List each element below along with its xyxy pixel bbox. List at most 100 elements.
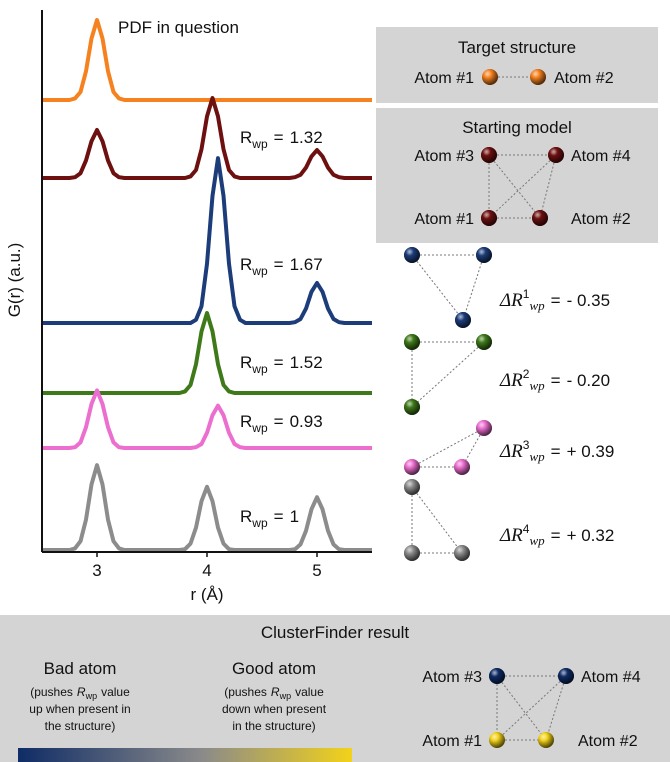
atom-shade — [404, 334, 420, 350]
atom-shade — [404, 459, 420, 475]
atom-shade — [482, 69, 498, 85]
rwp-equals: = — [274, 507, 284, 526]
pdf-curve — [42, 18, 372, 102]
rwp-subscript: wp — [251, 516, 268, 530]
rwp-symbol: R — [240, 507, 252, 526]
series-name: PDF in question — [118, 18, 239, 37]
atom-shade — [476, 420, 492, 436]
delta-equals: = — [551, 371, 561, 390]
atom-label: Atom #1 — [414, 211, 474, 228]
rwp-label: Rwp = 1.52 — [240, 353, 323, 376]
rwp-value: 1.52 — [290, 353, 323, 372]
bond — [539, 154, 557, 219]
bond — [496, 675, 547, 741]
delta-rwp-label: ΔR3wp = + 0.39 — [499, 438, 614, 464]
target-title: Target structure — [458, 38, 576, 57]
delta-equals: = — [551, 291, 561, 310]
pdf-curve — [42, 156, 372, 325]
result-panel — [0, 615, 670, 762]
atom-label: Atom #3 — [422, 669, 482, 686]
atom-shade — [404, 545, 420, 561]
rwp-subscript: wp — [251, 264, 268, 278]
delta-value: + 0.32 — [567, 526, 615, 545]
delta-superscript: 4 — [523, 522, 530, 536]
delta-subscript: wp — [529, 298, 545, 313]
atom-shade — [530, 69, 546, 85]
bond — [488, 154, 541, 219]
delta-rwp-label: ΔR4wp = + 0.32 — [499, 522, 614, 548]
atom-shade — [532, 210, 548, 226]
x-axis-label: r (Å) — [190, 585, 223, 604]
atom-label: Atom #1 — [414, 70, 474, 87]
rwp-value: 0.93 — [290, 412, 323, 431]
atom-label: Atom #1 — [422, 733, 482, 750]
rwp-value: 1 — [290, 507, 299, 526]
note-line: (pushes Rwp value — [30, 685, 130, 701]
atom-label: Atom #2 — [578, 733, 638, 750]
delta-symbol: ΔR — [499, 441, 523, 462]
note-lead: (pushes — [224, 685, 267, 699]
x-tick-label: 5 — [312, 561, 321, 580]
atom-shade — [489, 668, 505, 684]
delta-superscript: 1 — [523, 287, 530, 301]
atom-shade — [476, 247, 492, 263]
delta-subscript: wp — [529, 449, 545, 464]
rwp-label: Rwp = 1 — [240, 507, 299, 530]
atom-label: Atom #2 — [554, 70, 614, 87]
atom-label: Atom #4 — [571, 148, 631, 165]
bond — [411, 341, 485, 408]
note-line: up when present in — [29, 702, 130, 716]
rwp-equals: = — [274, 255, 284, 274]
atom-shade — [454, 545, 470, 561]
atom-label: Atom #2 — [571, 211, 631, 228]
y-axis-label: G(r) (a.u.) — [5, 243, 24, 318]
rwp-subscript: wp — [251, 362, 268, 376]
atom-shade — [489, 732, 505, 748]
pdf-curve — [42, 463, 372, 552]
bond — [545, 675, 567, 741]
delta-subscript: wp — [529, 378, 545, 393]
delta-superscript: 2 — [523, 367, 530, 381]
note-line: (pushes Rwp value — [224, 685, 324, 701]
note-tail: value — [101, 685, 130, 699]
rwp-subscript: wp — [251, 421, 268, 435]
delta-value: - 0.35 — [567, 291, 610, 310]
atom-label: Atom #4 — [581, 669, 641, 686]
note-subscript: wp — [85, 691, 98, 701]
bond — [411, 254, 464, 321]
atom-shade — [404, 479, 420, 495]
atom-shade — [455, 312, 471, 328]
note-tail: value — [295, 685, 324, 699]
bond — [488, 154, 557, 219]
rwp-value: 1.67 — [290, 255, 323, 274]
note-symbol: R — [77, 685, 86, 699]
delta-equals: = — [551, 442, 561, 461]
atom-shade — [538, 732, 554, 748]
atom-shade — [481, 147, 497, 163]
atom-shade — [558, 668, 574, 684]
rwp-symbol: R — [240, 128, 252, 147]
note-lead: (pushes — [30, 685, 73, 699]
rwp-symbol: R — [240, 412, 252, 431]
delta-symbol: ΔR — [499, 290, 523, 311]
rwp-label: Rwp = 1.32 — [240, 128, 323, 151]
colorbar — [18, 748, 352, 762]
x-tick-label: 4 — [202, 561, 211, 580]
rwp-label: Rwp = 1.67 — [240, 255, 323, 278]
rwp-equals: = — [274, 412, 284, 431]
delta-equals: = — [551, 526, 561, 545]
delta-symbol: ΔR — [499, 370, 523, 391]
delta-rwp-label: ΔR2wp = - 0.20 — [499, 367, 610, 393]
rwp-subscript: wp — [251, 137, 268, 151]
note-subscript: wp — [279, 691, 292, 701]
rwp-equals: = — [274, 353, 284, 372]
delta-value: - 0.20 — [567, 371, 610, 390]
delta-value: + 0.39 — [567, 442, 615, 461]
rwp-symbol: R — [240, 353, 252, 372]
atom-label: Atom #3 — [414, 148, 474, 165]
atom-class-title: Bad atom — [44, 659, 117, 678]
bond — [411, 427, 485, 468]
delta-symbol: ΔR — [499, 525, 523, 546]
atom-shade — [481, 210, 497, 226]
atom-shade — [404, 247, 420, 263]
